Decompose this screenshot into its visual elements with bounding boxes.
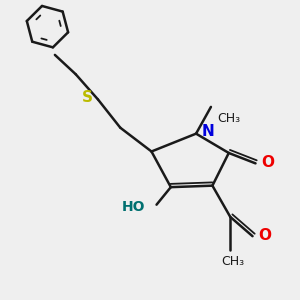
Text: O: O [261,155,274,170]
Text: N: N [202,124,215,139]
Text: HO: HO [122,200,146,214]
Text: CH₃: CH₃ [218,112,241,125]
Text: CH₃: CH₃ [222,255,245,268]
Text: O: O [258,228,271,243]
Text: S: S [82,90,93,105]
